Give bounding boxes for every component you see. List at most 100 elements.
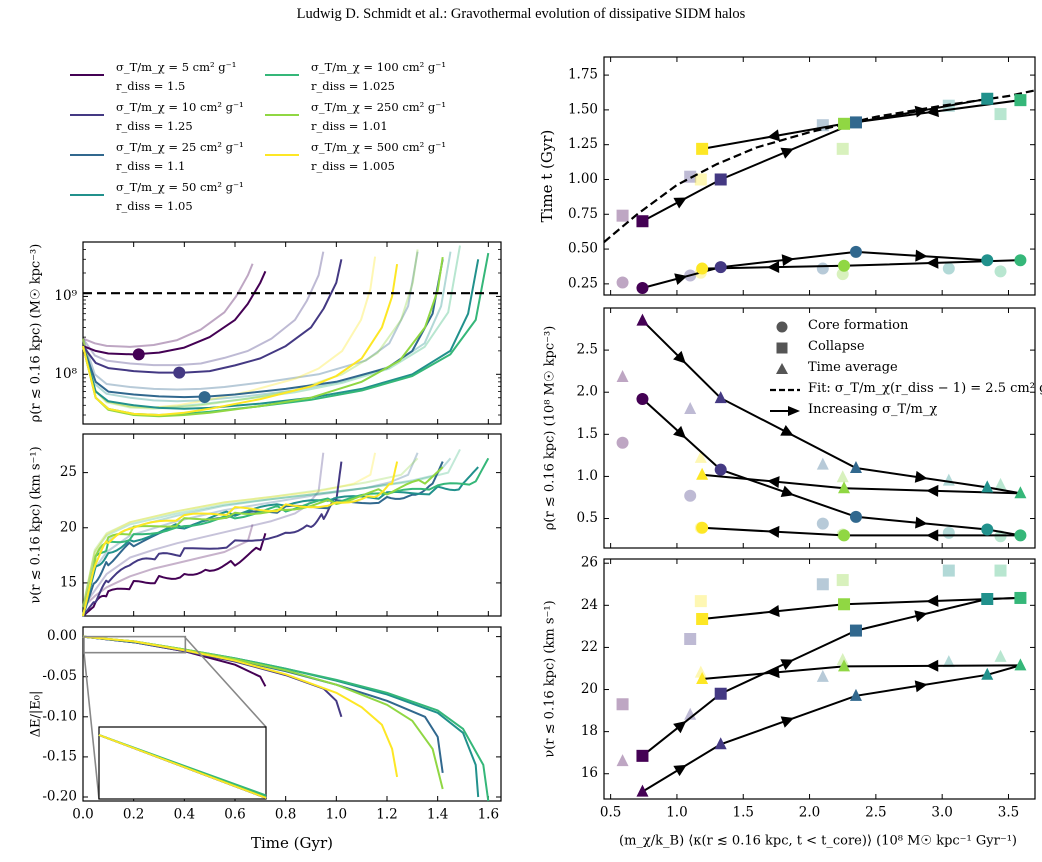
faded-core-marker (616, 436, 629, 449)
direction-arrowhead (780, 147, 794, 159)
legend-label: r_diss = 1.25 (116, 119, 193, 133)
time-average-arrow-chain (641, 673, 988, 793)
y-tick-label: 1.5 (577, 426, 598, 442)
faded-time-average-marker (684, 402, 697, 415)
y-tick-label: 0.75 (568, 206, 598, 222)
x-tick-label: 1.0 (666, 805, 687, 821)
legend-item: σ_T/m_χ = 50 cm² g⁻¹ r_diss = 1.05 (70, 178, 270, 218)
direction-arrowhead (780, 659, 794, 671)
faded-collapse-marker (694, 595, 707, 608)
time-kappa-panel: 1.75 1.50 1.25 1.00 0.75 0.50 0.25 Time t (Gyr) (538, 56, 1036, 296)
marker-legend-symbol (770, 406, 800, 416)
y-tick-label: -0.15 (42, 748, 77, 764)
y-tick-label: 15 (60, 574, 77, 590)
marker-legend-label: Core formation (808, 318, 909, 333)
core-formation-marker (838, 529, 851, 542)
series-line (82, 635, 343, 718)
direction-arrowhead (915, 516, 928, 529)
y-axis-label: ν(r ≲ 0.16 kpc) (km s⁻¹) (543, 600, 558, 757)
series-line (82, 533, 267, 617)
collapse-arrow-chain (642, 121, 857, 223)
x-tick-label: 0.5 (600, 805, 621, 821)
direction-arrowhead (767, 605, 780, 617)
direction-arrowhead (767, 261, 780, 274)
faded-time-average-marker (616, 754, 629, 767)
core-formation-marker (714, 261, 727, 274)
marker-legend-label: Increasing σ_T/m_χ (808, 402, 938, 417)
y-axis-label: ΔE/|E₀| (29, 691, 44, 738)
faded-time-average-marker (942, 473, 955, 486)
zoom-connector (183, 636, 267, 728)
time-average-marker (714, 737, 727, 750)
y-tick-label: 1.50 (568, 101, 598, 117)
x-tick-label: 1.2 (376, 807, 397, 823)
core-formation-marker (714, 463, 727, 476)
collapse-marker (1014, 94, 1027, 107)
core-formation-marker (849, 245, 862, 258)
faded-time-average-marker (816, 669, 829, 682)
collapse-marker (636, 749, 649, 762)
inset-series-line (98, 734, 267, 799)
legend-item: σ_T/m_χ = 100 cm² g⁻¹ r_diss = 1.025 (265, 58, 465, 98)
legend-label: σ_T/m_χ = 10 cm² g⁻¹ (116, 100, 244, 114)
x-tick-label: 3.0 (931, 805, 952, 821)
faded-collapse-marker (836, 574, 849, 587)
faded-series-line (82, 263, 254, 348)
time-average-marker (849, 461, 862, 473)
y-tick-label: 0.25 (568, 275, 598, 291)
direction-arrowhead (926, 105, 939, 118)
legend-label: σ_T/m_χ = 25 cm² g⁻¹ (116, 140, 244, 154)
collapse-marker (1014, 591, 1027, 604)
x-axis-label: (m_χ/k_B) ⟨κ(r ≲ 0.16 kpc, t < t_core)⟩ … (619, 834, 1017, 849)
faded-time-average-marker (836, 470, 849, 483)
y-tick-label: 24 (581, 597, 598, 613)
core-formation-marker (981, 523, 994, 536)
core-formation-marker (981, 254, 994, 267)
faded-time-average-marker (616, 370, 629, 383)
legend-swatch (70, 154, 104, 156)
circle-marker (776, 321, 788, 333)
faded-collapse-marker (684, 633, 697, 645)
legend-swatch (70, 114, 104, 116)
faded-collapse-marker (616, 209, 629, 222)
series-line (82, 259, 444, 399)
y-tick-label: 2.0 (577, 384, 598, 400)
y-tick-label: 10⁸ (54, 366, 77, 382)
faded-core-marker (616, 276, 629, 289)
marker-legend-label: Time average (808, 360, 898, 375)
y-axis-label: ρ(r ≲ 0.16 kpc) (M☉ kpc⁻³) (29, 244, 44, 423)
core-formation-marker (1014, 529, 1027, 542)
y-tick-label: 16 (581, 765, 598, 781)
faded-collapse-marker (994, 108, 1007, 121)
faded-collapse-marker (836, 142, 849, 155)
legend-label: σ_T/m_χ = 250 cm² g⁻¹ (311, 100, 446, 114)
legend-label: r_diss = 1.01 (311, 119, 388, 133)
collapse-marker (714, 173, 727, 186)
y-tick-label: 22 (581, 639, 598, 655)
time-average-marker (1014, 486, 1027, 499)
faded-series-line (82, 249, 419, 410)
faded-collapse-marker (816, 578, 829, 591)
series-line (82, 263, 399, 416)
marker-legend-symbol (776, 342, 788, 354)
plot-frame (603, 558, 1036, 800)
time-average-marker (849, 688, 862, 701)
marker-legend-label: Fit: σ_T/m_χ(r_diss − 1) = 2.5 cm² g⁻¹ (808, 381, 1042, 396)
core-formation-marker (696, 521, 709, 534)
time-average-marker (838, 481, 851, 494)
velocity-kappa-panel: 0.5 1.0 1.5 2.0 2.5 3.0 3.5 26 24 22 20 18 16 ν(r ≲ 0… (543, 555, 1036, 849)
faded-core-marker (684, 489, 697, 502)
direction-arrowhead (914, 610, 928, 623)
faded-collapse-marker (816, 119, 829, 132)
faded-time-average-marker (836, 653, 849, 666)
time-average-marker (636, 784, 649, 797)
collapse-arrow-chain (641, 598, 988, 757)
direction-arrowhead (780, 424, 794, 436)
faded-series-line (82, 457, 419, 608)
x-tick-label: 0.8 (275, 807, 296, 823)
core-formation-marker (1014, 254, 1027, 267)
faded-series-line (82, 251, 325, 367)
core-formation-marker (696, 262, 709, 275)
direction-arrowhead (767, 666, 780, 679)
faded-time-average-marker (994, 649, 1007, 662)
